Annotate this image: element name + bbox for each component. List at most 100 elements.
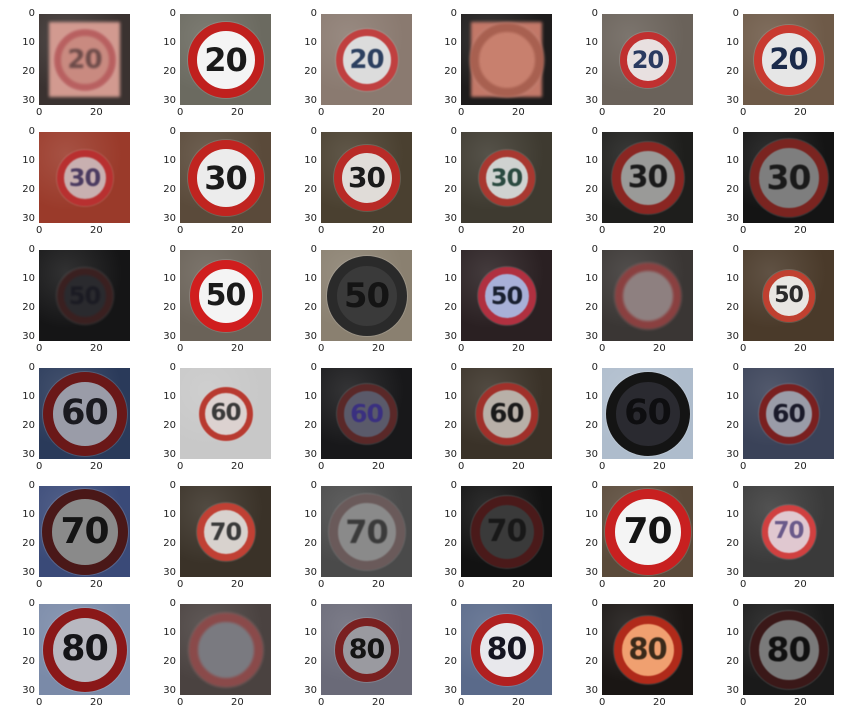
x-tick-label: 0 <box>177 579 184 590</box>
image-canvas: 70 <box>180 486 271 577</box>
y-tick-label: 0 <box>732 244 739 255</box>
sign-image-r2-c2: 30 <box>180 132 271 223</box>
x-tick-label: 20 <box>372 461 385 472</box>
image-canvas: 70 <box>321 486 412 577</box>
x-tick-label: 20 <box>653 461 666 472</box>
y-tick-label: 30 <box>163 213 176 224</box>
x-tick-label: 0 <box>36 461 43 472</box>
y-tick-label: 20 <box>304 66 317 77</box>
y-tick-label: 10 <box>444 391 457 402</box>
image-canvas: 80 <box>461 604 552 695</box>
image-canvas: 60 <box>602 368 693 459</box>
y-tick-label: 30 <box>304 331 317 342</box>
sign-number: 30 <box>490 163 523 192</box>
speed-limit-sign: 70 <box>328 493 405 570</box>
y-tick-label: 30 <box>726 95 739 106</box>
sign-number: 70 <box>345 512 389 551</box>
y-tick-label: 10 <box>726 37 739 48</box>
sign-number: 60 <box>772 399 806 428</box>
x-tick-label: 0 <box>36 579 43 590</box>
y-tick-label: 10 <box>444 155 457 166</box>
y-tick-label: 10 <box>163 37 176 48</box>
y-tick-label: 0 <box>591 244 598 255</box>
speed-limit-sign: 70 <box>761 504 816 559</box>
y-tick-label: 30 <box>726 567 739 578</box>
y-tick-label: 0 <box>28 598 35 609</box>
x-tick-label: 0 <box>458 461 465 472</box>
y-tick-label: 20 <box>726 184 739 195</box>
x-tick-label: 20 <box>372 697 385 708</box>
speed-limit-sign: 30 <box>187 139 264 216</box>
sign-image-r5-c6: 70 <box>743 486 834 577</box>
sign-image-r5-c1: 70 <box>39 486 130 577</box>
y-tick-label: 30 <box>444 449 457 460</box>
y-tick-label: 0 <box>28 480 35 491</box>
x-tick-label: 0 <box>318 461 325 472</box>
image-canvas: 20 <box>743 14 834 105</box>
x-tick-label: 20 <box>512 697 525 708</box>
sign-number: 70 <box>209 517 242 546</box>
sign-image-r2-c6: 30 <box>743 132 834 223</box>
y-tick-label: 20 <box>444 184 457 195</box>
y-tick-label: 10 <box>304 273 317 284</box>
x-tick-label: 0 <box>740 461 747 472</box>
x-tick-label: 0 <box>318 225 325 236</box>
y-tick-label: 10 <box>726 627 739 638</box>
sign-number: 80 <box>766 630 812 669</box>
sign-image-r1-c4 <box>461 14 552 105</box>
y-tick-label: 0 <box>591 598 598 609</box>
x-tick-label: 0 <box>177 697 184 708</box>
sign-image-r3-c5 <box>602 250 693 341</box>
x-tick-label: 0 <box>458 343 465 354</box>
y-tick-label: 0 <box>169 598 176 609</box>
y-tick-label: 30 <box>22 213 35 224</box>
y-tick-label: 10 <box>444 273 457 284</box>
image-canvas: 80 <box>39 604 130 695</box>
y-tick-label: 30 <box>585 449 598 460</box>
x-tick-label: 0 <box>740 343 747 354</box>
x-tick-label: 0 <box>318 343 325 354</box>
sign-number: 20 <box>769 42 808 76</box>
sign-number: 30 <box>348 160 386 194</box>
sign-image-r2-c5: 30 <box>602 132 693 223</box>
y-tick-label: 10 <box>726 155 739 166</box>
x-tick-label: 20 <box>90 697 103 708</box>
sign-number: 20 <box>349 44 384 75</box>
y-tick-label: 10 <box>163 509 176 520</box>
speed-limit-sign: 30 <box>478 149 535 206</box>
y-tick-label: 20 <box>163 538 176 549</box>
x-tick-label: 0 <box>177 343 184 354</box>
y-tick-label: 30 <box>444 331 457 342</box>
image-canvas <box>461 14 552 105</box>
sign-number: 20 <box>67 44 102 75</box>
sign-number: 20 <box>204 40 248 79</box>
y-tick-label: 0 <box>450 8 457 19</box>
x-tick-label: 20 <box>512 107 525 118</box>
sign-image-r3-c6: 50 <box>743 250 834 341</box>
sign-image-r4-c1: 60 <box>39 368 130 459</box>
speed-limit-sign: 80 <box>42 607 127 692</box>
x-tick-label: 20 <box>90 579 103 590</box>
x-tick-label: 20 <box>90 343 103 354</box>
x-tick-label: 0 <box>177 461 184 472</box>
y-tick-label: 0 <box>28 8 35 19</box>
image-canvas: 20 <box>602 14 693 105</box>
y-tick-label: 0 <box>591 8 598 19</box>
y-tick-label: 0 <box>28 244 35 255</box>
x-tick-label: 20 <box>231 225 244 236</box>
y-tick-label: 20 <box>163 302 176 313</box>
y-tick-label: 0 <box>732 598 739 609</box>
speed-limit-sign: 70 <box>41 488 128 575</box>
sign-number: 50 <box>343 275 390 316</box>
y-tick-label: 30 <box>726 213 739 224</box>
y-tick-label: 30 <box>163 331 176 342</box>
image-canvas: 60 <box>461 368 552 459</box>
sign-number: 80 <box>486 631 528 667</box>
speed-limit-sign: 70 <box>196 502 255 561</box>
sign-image-r3-c4: 50 <box>461 250 552 341</box>
sign-number: 50 <box>490 281 523 310</box>
x-tick-label: 0 <box>599 343 606 354</box>
x-tick-label: 0 <box>458 225 465 236</box>
y-tick-label: 20 <box>444 66 457 77</box>
y-tick-label: 10 <box>22 627 35 638</box>
